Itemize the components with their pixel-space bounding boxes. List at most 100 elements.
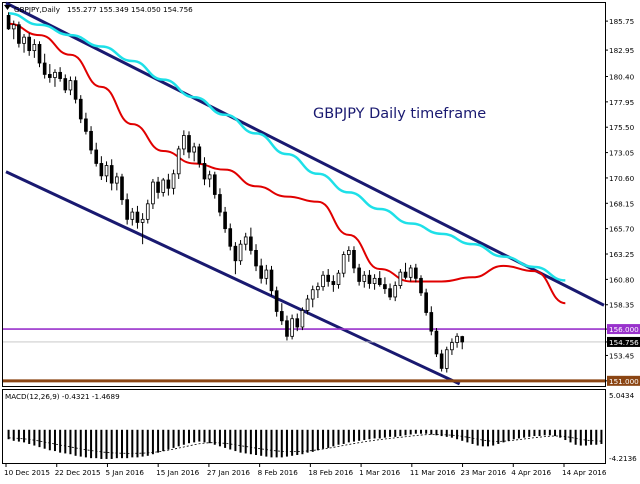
channel-layer xyxy=(5,1,605,386)
candle-bull xyxy=(393,285,398,298)
level-price-tag: 151.000 xyxy=(609,377,639,386)
candle-bull xyxy=(161,179,166,193)
time-tick-label: 5 Jan 2016 xyxy=(105,468,144,477)
chart-annotation[interactable]: GBPJPY Daily timeframe xyxy=(313,106,486,122)
candle-bear xyxy=(331,281,336,285)
price-tag-bg xyxy=(607,336,640,347)
candle-bear xyxy=(274,290,279,312)
candle-bull xyxy=(455,335,459,343)
candle-bear xyxy=(403,271,408,278)
candle-bull xyxy=(104,165,109,177)
time-tick-label: 27 Jan 2016 xyxy=(207,468,251,477)
level-price-tag: 156.000 xyxy=(609,325,639,334)
candle-bear xyxy=(78,98,83,120)
candle-bear xyxy=(218,194,222,213)
price-tick-label: 153.45 xyxy=(609,351,634,360)
candle-bear xyxy=(197,146,202,164)
candle-bull xyxy=(341,254,346,274)
time-tick-label: 22 Dec 2015 xyxy=(55,468,101,477)
candle-bear xyxy=(135,211,140,223)
time-axis: 10 Dec 2015 22 Dec 2015 5 Jan 2016 15 Jan 2… xyxy=(4,464,607,477)
candle-bear xyxy=(48,74,52,78)
candle-bear xyxy=(254,249,258,267)
candle-bear xyxy=(434,330,439,355)
candle-bull xyxy=(444,349,449,369)
candle-bull xyxy=(151,181,155,205)
candle-bull xyxy=(115,176,119,184)
horizontal-levels-layer xyxy=(3,328,605,383)
candle-bear xyxy=(223,211,227,230)
time-tick-label: 10 Dec 2015 xyxy=(4,468,50,477)
symbol-header: GBPJPY,Daily 155.277 155.349 154.050 154… xyxy=(4,5,193,14)
candle-bull xyxy=(32,44,37,52)
time-tick-label: 18 Feb 2016 xyxy=(308,468,353,477)
candle-bear xyxy=(388,288,392,298)
price-tick-label: 185.75 xyxy=(609,17,634,26)
indicator-scale-top: 5.0434 xyxy=(609,391,635,400)
candle-bear xyxy=(156,181,160,193)
price-tick-label: 160.80 xyxy=(609,275,635,284)
candle-bear xyxy=(94,149,99,164)
candle-bear xyxy=(414,267,418,279)
candle-bear xyxy=(89,130,93,151)
time-tick-label: 23 Mar 2016 xyxy=(461,468,507,477)
price-tick-label: 182.95 xyxy=(609,46,634,55)
candle-bull xyxy=(398,271,403,286)
candle-bear xyxy=(279,311,284,322)
price-tick-label: 180.40 xyxy=(609,72,635,81)
candle-bear xyxy=(228,228,233,247)
candle-bear xyxy=(187,135,191,153)
price-tick-label: 168.15 xyxy=(609,199,634,208)
candle-bear xyxy=(439,353,444,369)
candle-bull xyxy=(207,174,212,180)
candle-bear xyxy=(429,312,434,332)
candle-bear xyxy=(424,292,428,313)
candle-bull xyxy=(140,218,145,223)
candlestick-series xyxy=(6,12,465,373)
indicator-pane xyxy=(2,389,606,464)
collapse-triangle-icon[interactable] xyxy=(4,5,11,10)
candle-bull xyxy=(264,269,269,279)
candle-bull xyxy=(450,342,454,351)
candle-bear xyxy=(352,249,356,269)
candle-bear xyxy=(202,163,207,180)
candle-bull xyxy=(347,249,351,255)
candle-bull xyxy=(305,298,310,311)
candle-bear xyxy=(295,318,300,328)
candle-bear xyxy=(42,62,47,75)
price-tick-label: 175.50 xyxy=(609,123,635,132)
candle-bull xyxy=(243,236,248,245)
indicator-header: MACD(12,26,9) -0.4321 -1.4689 xyxy=(5,392,120,401)
channel-upper-line xyxy=(5,1,605,307)
candle-bear xyxy=(84,118,88,132)
candle-bull xyxy=(238,243,243,262)
time-tick-label: 11 Mar 2016 xyxy=(410,468,456,477)
candle-bull xyxy=(130,211,135,220)
candle-bear xyxy=(58,71,62,79)
price-tag-bg xyxy=(607,375,640,386)
time-tick-label: 1 Mar 2016 xyxy=(359,468,400,477)
candle-bull xyxy=(408,267,413,278)
candle-bear xyxy=(259,265,263,279)
candle-bull xyxy=(11,24,16,30)
price-tick-label: 170.60 xyxy=(609,174,635,183)
candle-bull xyxy=(290,318,294,337)
candle-bear xyxy=(377,277,382,285)
candle-bull xyxy=(53,71,57,78)
price-tick-label: 177.95 xyxy=(609,98,634,107)
price-tag-bg xyxy=(607,324,640,335)
candle-bear xyxy=(99,163,104,177)
candle-bull xyxy=(176,148,181,175)
candle-bull xyxy=(145,203,150,220)
time-tick-label: 4 Apr 2016 xyxy=(511,468,551,477)
time-tick-label: 15 Jan 2016 xyxy=(156,468,200,477)
current-price-tag: 154.756 xyxy=(609,338,639,347)
candle-bull xyxy=(310,289,315,300)
candle-bull xyxy=(182,135,186,150)
ma-fast-line xyxy=(8,22,566,305)
candle-bull xyxy=(362,274,367,282)
candle-bull xyxy=(372,277,377,284)
candle-bear xyxy=(383,284,387,290)
